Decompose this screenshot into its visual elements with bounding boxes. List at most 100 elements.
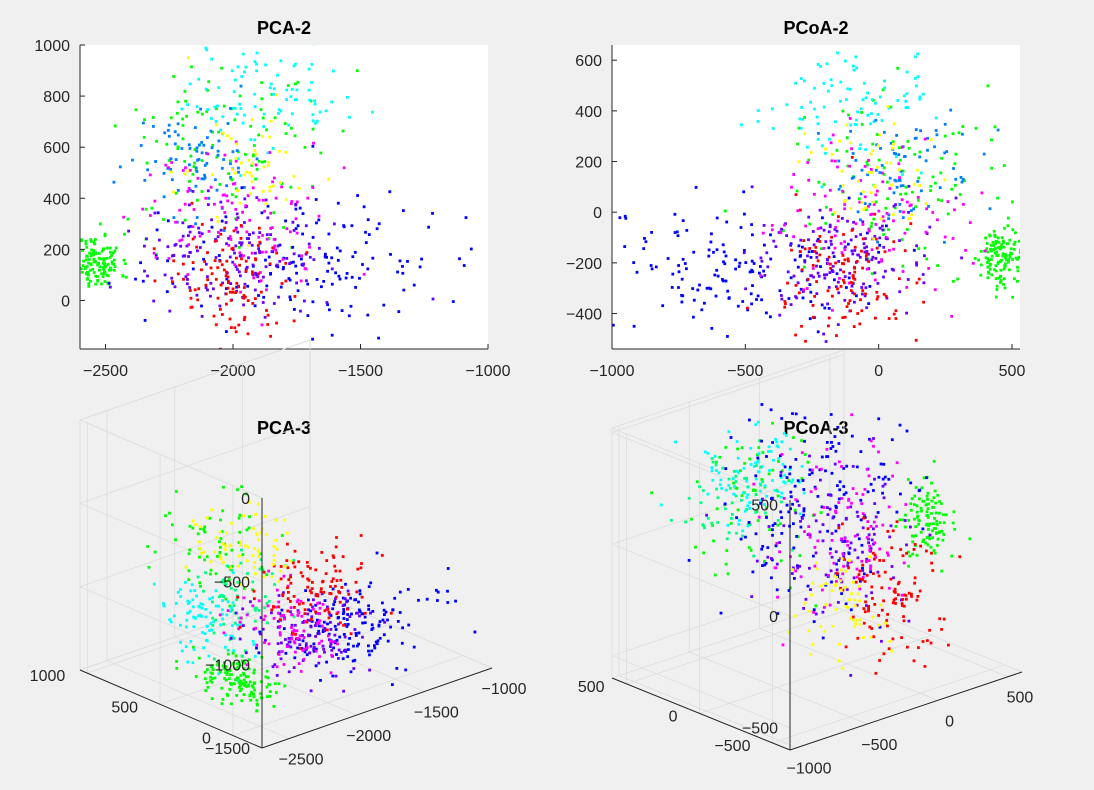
data-point [249, 600, 252, 604]
data-point [401, 265, 404, 268]
data-point [317, 218, 321, 222]
data-point [235, 142, 239, 146]
data-point [169, 170, 173, 174]
data-point [889, 161, 893, 165]
data-point [816, 259, 820, 263]
data-point [862, 516, 865, 520]
data-point [807, 250, 811, 254]
data-point [327, 232, 331, 236]
data-point [234, 208, 238, 211]
data-point [843, 200, 846, 204]
data-point [822, 332, 825, 336]
data-point [330, 648, 334, 652]
data-point [378, 636, 382, 640]
data-point [239, 243, 243, 247]
data-point [240, 241, 244, 245]
data-point [916, 180, 920, 183]
data-point [905, 286, 909, 289]
data-point [869, 564, 873, 568]
data-point [275, 588, 279, 592]
data-point [845, 540, 849, 543]
data-point [175, 220, 179, 224]
data-point [861, 526, 865, 530]
data-point [802, 607, 805, 610]
data-point [864, 292, 867, 296]
data-point [892, 142, 895, 146]
data-point [833, 574, 836, 578]
data-point [843, 203, 847, 206]
data-point [823, 606, 826, 609]
data-point [232, 636, 236, 640]
data-point [932, 496, 936, 500]
data-point [307, 88, 311, 92]
data-point [221, 115, 225, 119]
data-point [896, 66, 900, 70]
data-point [771, 496, 774, 500]
data-point [833, 211, 837, 214]
data-point [315, 221, 318, 225]
data-point [847, 551, 851, 555]
data-point [841, 189, 844, 193]
data-point [358, 608, 361, 612]
data-point [412, 645, 416, 649]
data-point [860, 543, 864, 547]
data-point [940, 628, 943, 631]
data-point [928, 533, 932, 537]
data-point [219, 545, 222, 549]
data-point [917, 646, 920, 649]
data-point [215, 107, 218, 111]
data-point [904, 513, 907, 517]
data-point [888, 640, 892, 643]
data-point [211, 173, 214, 176]
data-point [282, 663, 286, 666]
data-point [756, 504, 760, 507]
data-point [369, 611, 372, 615]
data-point [238, 102, 241, 106]
data-point [784, 302, 787, 306]
data-point [224, 583, 228, 587]
data-point [811, 468, 814, 472]
data-point [183, 254, 187, 258]
data-point [882, 599, 885, 603]
data-point [330, 580, 334, 583]
data-point [795, 296, 799, 300]
data-point [835, 229, 839, 233]
data-point [991, 240, 995, 244]
data-point [994, 242, 998, 245]
data-point [794, 569, 797, 573]
data-point [843, 59, 847, 63]
data-point [85, 265, 89, 268]
data-point [327, 261, 331, 265]
data-point [870, 591, 873, 595]
data-point [761, 480, 765, 484]
data-point [308, 245, 311, 249]
data-point [806, 254, 809, 258]
data-point [320, 639, 323, 643]
data-point [858, 623, 862, 626]
data-point [306, 196, 310, 200]
data-point [882, 496, 886, 500]
data-point [173, 142, 177, 146]
data-point [794, 498, 798, 502]
data-point [859, 107, 863, 111]
data-point [724, 562, 728, 566]
data-point [296, 614, 300, 617]
data-point [811, 315, 815, 319]
data-point [886, 624, 889, 628]
data-point [885, 161, 888, 165]
data-point [849, 309, 852, 313]
data-point [859, 218, 862, 222]
data-point [855, 66, 859, 70]
data-point [858, 322, 862, 326]
data-point [257, 294, 260, 297]
data-point [254, 297, 257, 300]
data-point [241, 52, 245, 56]
data-point [826, 493, 830, 497]
data-point [320, 551, 324, 554]
data-point [869, 122, 872, 126]
data-point [218, 551, 222, 554]
data-point [314, 568, 318, 572]
data-point [848, 546, 852, 550]
data-point [333, 640, 337, 643]
data-point [284, 261, 288, 265]
